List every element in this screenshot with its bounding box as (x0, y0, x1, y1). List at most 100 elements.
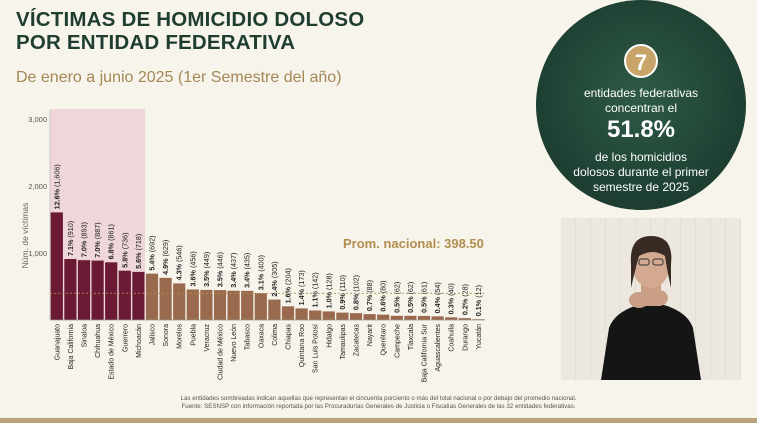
bar (431, 316, 444, 320)
bar-percentage: 3.5% (216, 270, 225, 287)
category-label: Guerrero (122, 324, 129, 352)
bar-value-label: 0.5% (62) (392, 282, 401, 313)
bar-percentage: 5.4% (148, 254, 157, 271)
bar (404, 315, 417, 320)
bar-count: (1,606) (52, 164, 61, 189)
category-label: Durango (462, 324, 469, 351)
y-tick-label: 1,000 (28, 249, 47, 258)
bar-count: (435) (243, 253, 252, 272)
bar-percentage: 3.4% (243, 271, 252, 288)
category-label: Querétaro (381, 324, 388, 356)
bar-percentage: 4.3% (175, 263, 184, 280)
bar (64, 259, 77, 320)
bar (336, 312, 349, 320)
bar (213, 290, 227, 320)
bar-value-label: 1.1% (142) (311, 272, 320, 307)
bar-value-label: 2.4% (305) (270, 261, 279, 296)
bar-count: (204) (284, 268, 293, 287)
bar-count: (736) (120, 233, 129, 252)
bar-percentage: 7.0% (80, 240, 89, 257)
bar (254, 293, 267, 320)
footer-note-shading: Las entidades sombreadas indican aquella… (180, 395, 577, 402)
category-label: Tlaxcala (408, 324, 415, 350)
y-tick-label: 2,000 (28, 182, 47, 191)
bar-percentage: 3.1% (256, 273, 265, 290)
bar-value-label: 7.0% (893) (80, 222, 89, 257)
bar-value-label: 0.9% (110) (338, 275, 347, 310)
bar (173, 283, 186, 320)
bar (322, 311, 335, 320)
bar-percentage: 0.8% (352, 293, 361, 310)
bar (377, 314, 390, 320)
bar-value-label: 3.4% (435) (243, 253, 252, 288)
category-label: San Luis Potosí (313, 324, 320, 373)
bar (145, 273, 159, 320)
interpreter-figure (601, 236, 701, 380)
bar-value-label: 0.2% (28) (460, 284, 469, 315)
bar-value-label: 7.0% (887) (93, 222, 102, 257)
bar (309, 310, 322, 320)
category-label: Michoacán (136, 324, 143, 358)
bar-percentage: 0.6% (379, 295, 388, 312)
chart-footer-notes: Las entidades sombreadas indican aquella… (0, 395, 757, 410)
sign-language-interpreter-video (561, 218, 741, 380)
y-axis-title: Núm. de víctimas (20, 203, 30, 269)
bar (268, 299, 281, 320)
category-label: Zacatecas (354, 324, 361, 357)
bar-count: (887) (93, 222, 102, 241)
summary-percentage: 51.8% (606, 116, 676, 143)
bar-value-label: 4.9% (629) (161, 240, 170, 275)
bar-count: (692) (148, 235, 157, 254)
bar-count: (446) (216, 252, 225, 271)
bar (458, 318, 471, 320)
bar-count: (102) (352, 275, 361, 294)
category-label: Nayarit (367, 324, 374, 346)
category-label: Quintana Roo (299, 324, 306, 367)
bar-value-label: 7.1% (910) (66, 221, 75, 256)
bar-value-label: 5.6% (718) (134, 234, 143, 269)
bar-percentage: 0.5% (406, 296, 415, 313)
page-title: VÍCTIMAS DE HOMICIDIO DOLOSO POR ENTIDAD… (16, 8, 364, 54)
bar-value-label: 0.5% (61) (420, 282, 429, 313)
category-label: Morelos (177, 324, 184, 349)
bar-value-label: 3.4% (437) (229, 253, 238, 288)
bar (281, 306, 295, 320)
bar-percentage: 0.9% (338, 293, 347, 310)
category-label: Estado de México (109, 324, 116, 380)
bar (50, 212, 63, 320)
category-label: Veracruz (204, 324, 211, 352)
bar-percentage: 6.8% (107, 242, 116, 259)
bar-value-label: 5.4% (692) (148, 235, 157, 270)
category-label: Puebla (190, 324, 197, 346)
category-label: Baja California Sur (422, 323, 429, 382)
bar-percentage: 0.3% (447, 297, 456, 314)
bar-percentage: 0.4% (433, 296, 442, 313)
title-line-1: VÍCTIMAS DE HOMICIDIO DOLOSO (16, 8, 365, 31)
bar-value-label: 3.5% (449) (202, 252, 211, 287)
category-label: Coahuila (449, 324, 456, 352)
bar-percentage: 3.6% (188, 269, 197, 286)
category-label: Tamaulipas (340, 324, 347, 360)
bar-count: (173) (297, 270, 306, 289)
summary-line-4: dolosos durante el primer (573, 165, 709, 179)
summary-line-5: semestre de 2025 (592, 180, 690, 194)
summary-line-1: entidades federativas (583, 86, 699, 100)
bar-count: (40) (447, 283, 456, 298)
bar-value-label: 0.3% (40) (447, 283, 456, 314)
summary-circle: 7 entidades federativas concentran el 51… (536, 0, 746, 210)
bar-count: (12) (474, 285, 483, 300)
bar-count: (629) (161, 240, 170, 259)
bar-percentage: 1.1% (311, 290, 320, 307)
bar-count: (449) (202, 252, 211, 271)
bar-count: (80) (379, 280, 388, 295)
category-label: Sinaloa (82, 324, 89, 347)
bar-percentage: 2.4% (270, 280, 279, 297)
summary-line-3: de los homicidios (594, 150, 688, 164)
summary-number-badge: 7 (624, 44, 658, 78)
bar-value-label: 3.5% (446) (216, 252, 225, 287)
category-label: Baja California (68, 324, 75, 370)
bar-count: (62) (392, 282, 401, 297)
bar-count: (62) (406, 282, 415, 297)
bar-count: (861) (107, 224, 116, 243)
bar (91, 260, 104, 320)
